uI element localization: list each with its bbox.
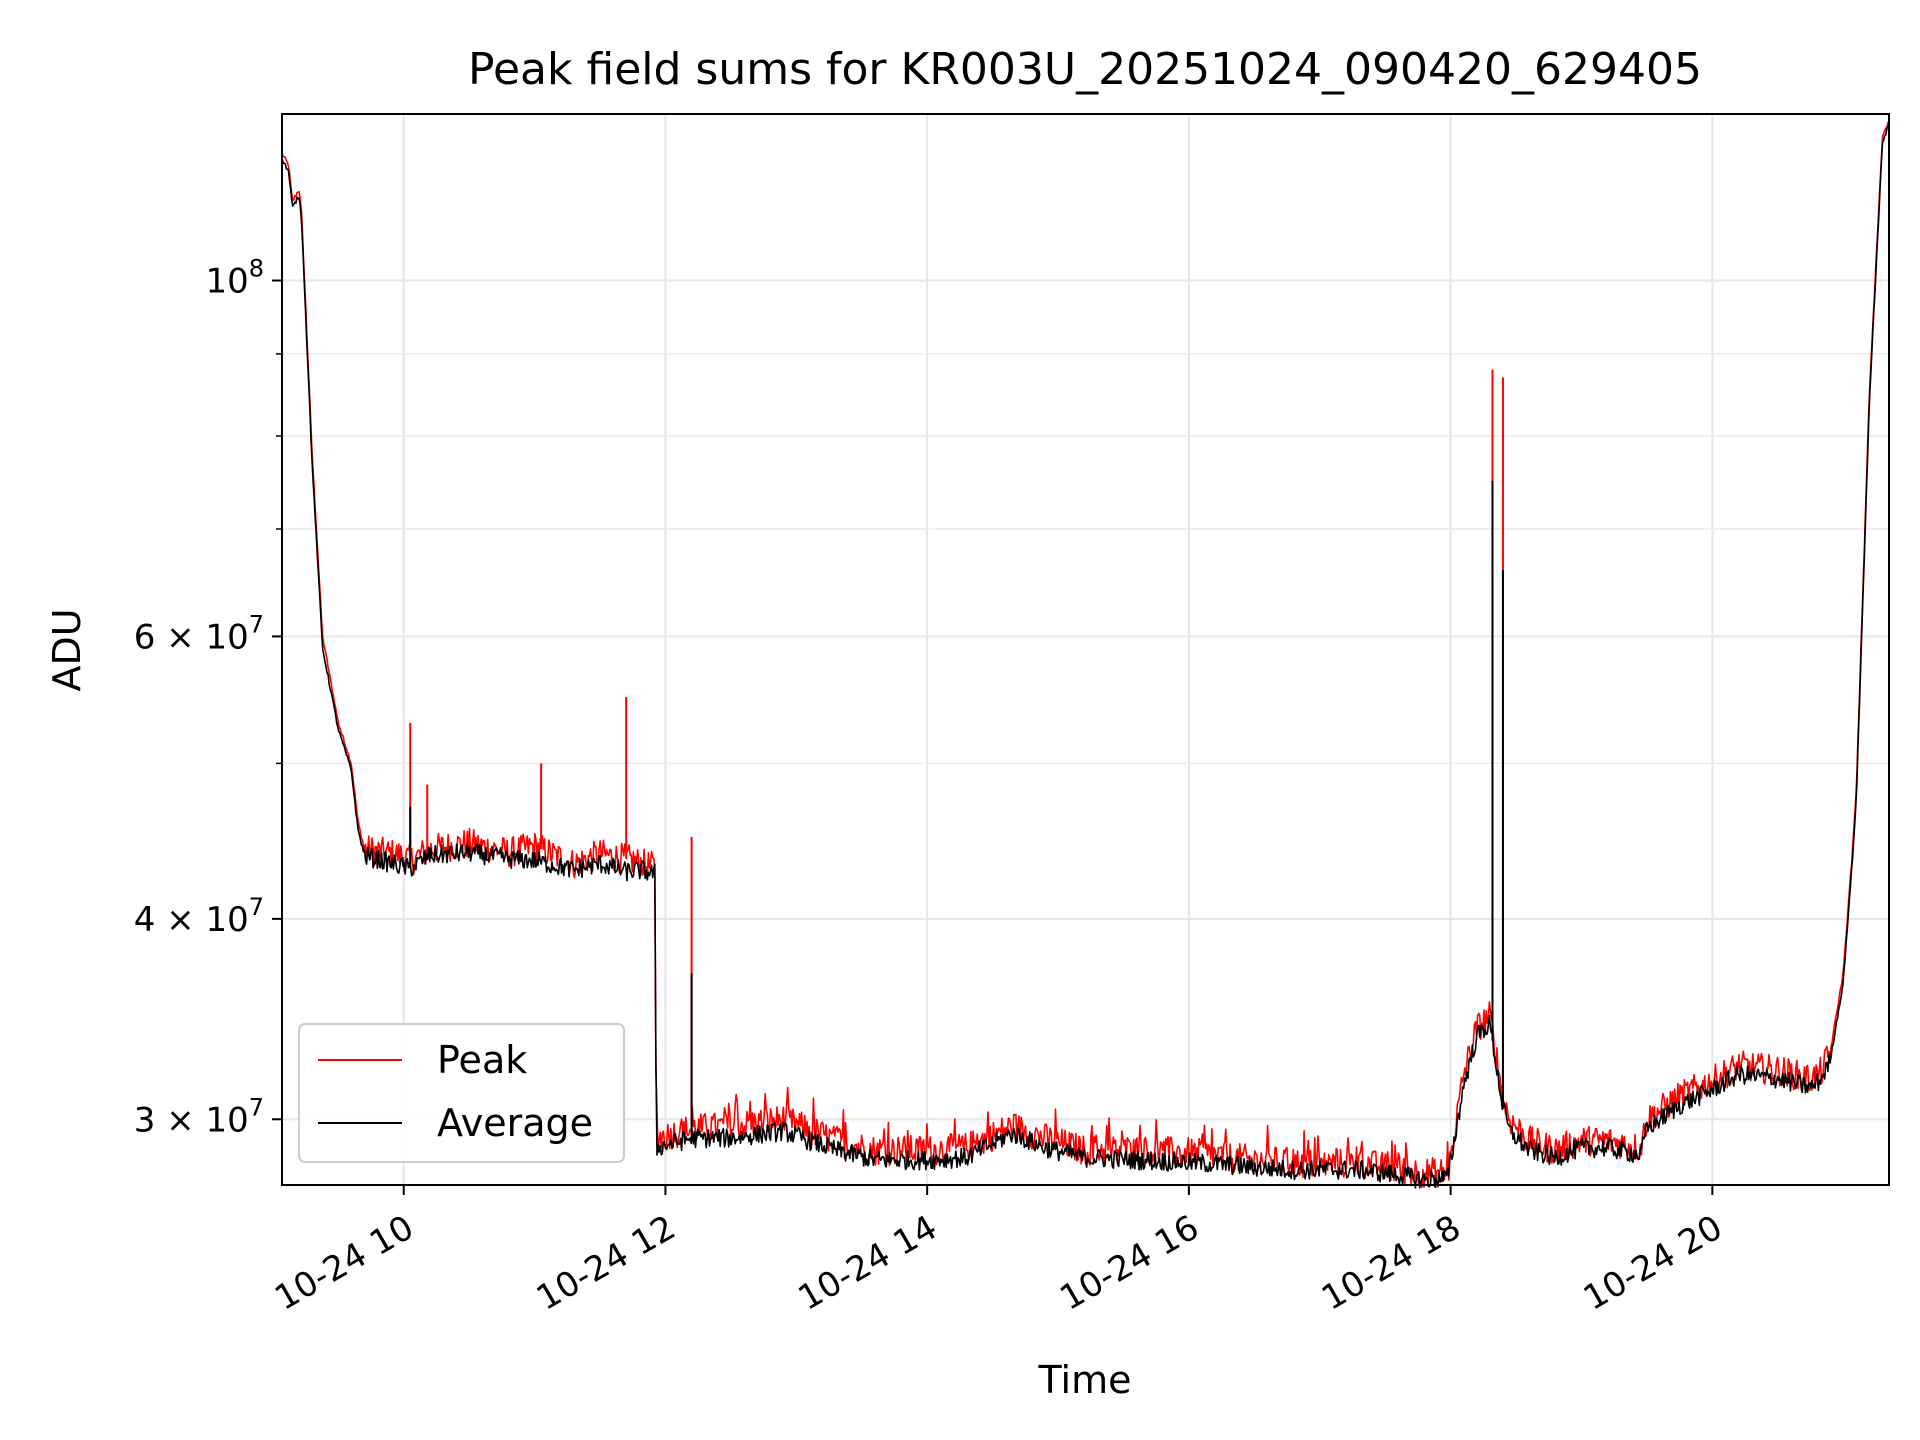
legend-box <box>298 1023 625 1163</box>
legend: Peak Average <box>298 1023 625 1163</box>
x-axis-label: Time <box>1038 1358 1132 1402</box>
y-tick-label: 108 <box>205 255 264 302</box>
legend-label-peak: Peak <box>437 1038 527 1082</box>
y-axis-label: ADU <box>45 608 89 691</box>
plot-series <box>281 120 1890 1189</box>
y-tick-label: 4 × 107 <box>134 893 264 940</box>
y-tick-label: 3 × 107 <box>134 1093 264 1140</box>
chart-title: Peak field sums for KR003U_20251024_0904… <box>468 44 1702 95</box>
grid <box>282 114 1889 1185</box>
series-line-average <box>281 125 1890 1189</box>
legend-label-average: Average <box>437 1101 593 1145</box>
plot-frame <box>281 113 1890 1186</box>
y-tick-label: 6 × 107 <box>134 610 264 657</box>
